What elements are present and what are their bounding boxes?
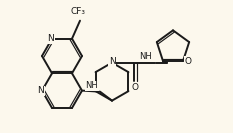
Text: CF₃: CF₃ [71, 7, 86, 16]
Text: NH: NH [139, 52, 151, 61]
Text: N: N [38, 86, 44, 95]
Text: N: N [48, 34, 54, 43]
Text: O: O [185, 57, 192, 66]
Text: N: N [109, 57, 115, 66]
Text: NH: NH [86, 81, 98, 90]
Text: O: O [132, 83, 139, 92]
